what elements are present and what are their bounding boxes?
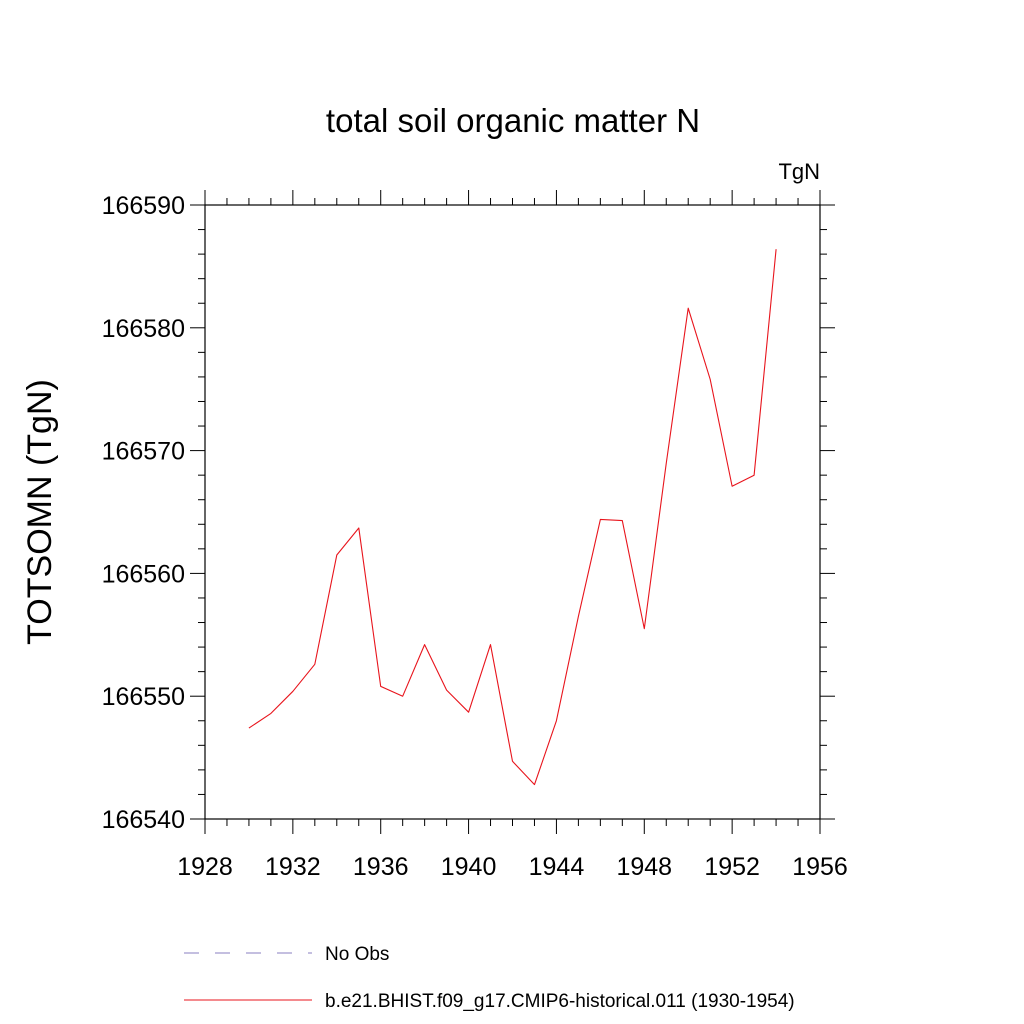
series-layer <box>248 249 777 786</box>
x-tick-label: 1956 <box>792 853 848 881</box>
y-tick-label: 166570 <box>102 438 185 466</box>
x-tick-label: 1944 <box>529 853 585 881</box>
x-tick-label: 1928 <box>177 853 233 881</box>
x-tick-label: 1952 <box>704 853 760 881</box>
axis-ticks: 1928 1932 1936 1940 1944 1948 1952 1956 166540 16… <box>102 190 848 881</box>
x-tick-label: 1940 <box>441 853 497 881</box>
series-line <box>248 249 777 786</box>
legend-label: b.e21.BHIST.f09_g17.CMIP6-historical.011… <box>325 991 795 1012</box>
y-tick-label: 166580 <box>102 315 185 343</box>
x-tick-label: 1948 <box>616 853 672 881</box>
y-tick-label: 166590 <box>102 192 185 220</box>
y-tick-label: 166560 <box>102 560 185 588</box>
plot-frame <box>204 204 821 820</box>
chart-title: total soil organic matter N <box>326 102 700 139</box>
legend: No Obs b.e21.BHIST.f09_g17.CMIP6-historic… <box>184 944 795 1012</box>
units-label: TgN <box>778 159 820 184</box>
x-tick-label: 1936 <box>353 853 409 881</box>
y-tick-label: 166550 <box>102 683 185 711</box>
legend-label: No Obs <box>325 944 389 965</box>
y-tick-label: 166540 <box>102 806 185 834</box>
x-tick-label: 1932 <box>265 853 321 881</box>
y-axis-label: TOTSOMN (TgN) <box>21 379 59 645</box>
